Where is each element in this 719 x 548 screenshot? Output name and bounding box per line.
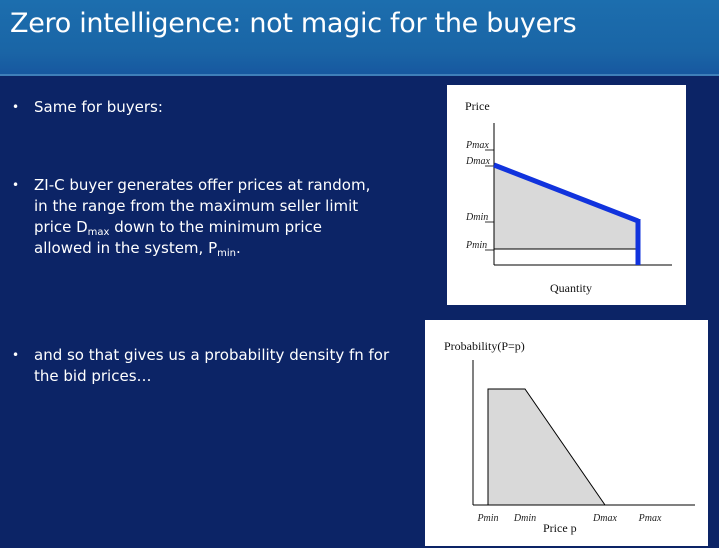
- y-axis-label: Price: [465, 99, 490, 113]
- bullet-dot: •: [12, 348, 20, 362]
- bullet-dot: •: [12, 178, 20, 192]
- text-price-d: price D: [34, 218, 88, 236]
- y-tick-label-pmin: Pmin: [465, 240, 487, 251]
- demand-fill-area: [494, 165, 638, 249]
- demand-line: [493, 162, 639, 224]
- y-tick-label-dmin: Dmin: [465, 212, 488, 223]
- x-tick-label-dmax: Dmax: [592, 513, 617, 524]
- probability-chart-panel: Pmin Dmin Dmax Pmax Probability(P=p) Price p: [425, 320, 708, 546]
- bullet-same-for-buyers: • Same for buyers:: [12, 97, 163, 118]
- demand-chart: Pmax Dmax Dmin Pmin Price Quantity: [465, 99, 672, 295]
- bullet-line-2: the bid prices…: [34, 367, 152, 385]
- demand-chart-panel: Pmax Dmax Dmin Pmin Price Quantity: [447, 85, 686, 305]
- bullet-text: Same for buyers:: [34, 98, 163, 116]
- bullet-line-3: price Dmax down to the minimum price: [34, 217, 370, 238]
- bullet-zi-c-buyer: • ZI-C buyer generates offer prices at r…: [12, 175, 371, 259]
- y-tick-label-dmax: Dmax: [465, 156, 490, 167]
- x-tick-label-dmin: Dmin: [513, 513, 536, 524]
- subscript-min: min: [217, 248, 236, 259]
- density-area: [487, 388, 606, 506]
- text-allowed: allowed in the system, P: [34, 239, 218, 257]
- x-tick-label-pmin: Pmin: [476, 513, 498, 524]
- bullet-dot: •: [12, 100, 20, 114]
- bullet-line-1: and so that gives us a probability densi…: [34, 346, 390, 364]
- x-tick-label-pmax: Pmax: [638, 513, 662, 524]
- x-axis-label: Price p: [543, 521, 577, 535]
- y-tick-label-pmax: Pmax: [465, 140, 489, 151]
- title-bar: Zero intelligence: not magic for the buy…: [0, 0, 719, 76]
- bullet-line-1: ZI-C buyer generates offer prices at ran…: [34, 176, 371, 194]
- text-period: .: [236, 239, 241, 257]
- subscript-max: max: [87, 227, 110, 238]
- bullet-line-2: in the range from the maximum seller lim…: [34, 197, 359, 215]
- probability-chart: Pmin Dmin Dmax Pmax Probability(P=p) Price p: [444, 339, 695, 535]
- x-axis-label: Quantity: [550, 281, 592, 295]
- bullet-probability-density: • and so that gives us a probability den…: [12, 345, 390, 387]
- slide-title: Zero intelligence: not magic for the buy…: [10, 8, 577, 39]
- y-axis-label: Probability(P=p): [444, 339, 525, 353]
- bullet-line-4: allowed in the system, Pmin.: [34, 238, 370, 259]
- text-down-to: down to the minimum price: [109, 218, 322, 236]
